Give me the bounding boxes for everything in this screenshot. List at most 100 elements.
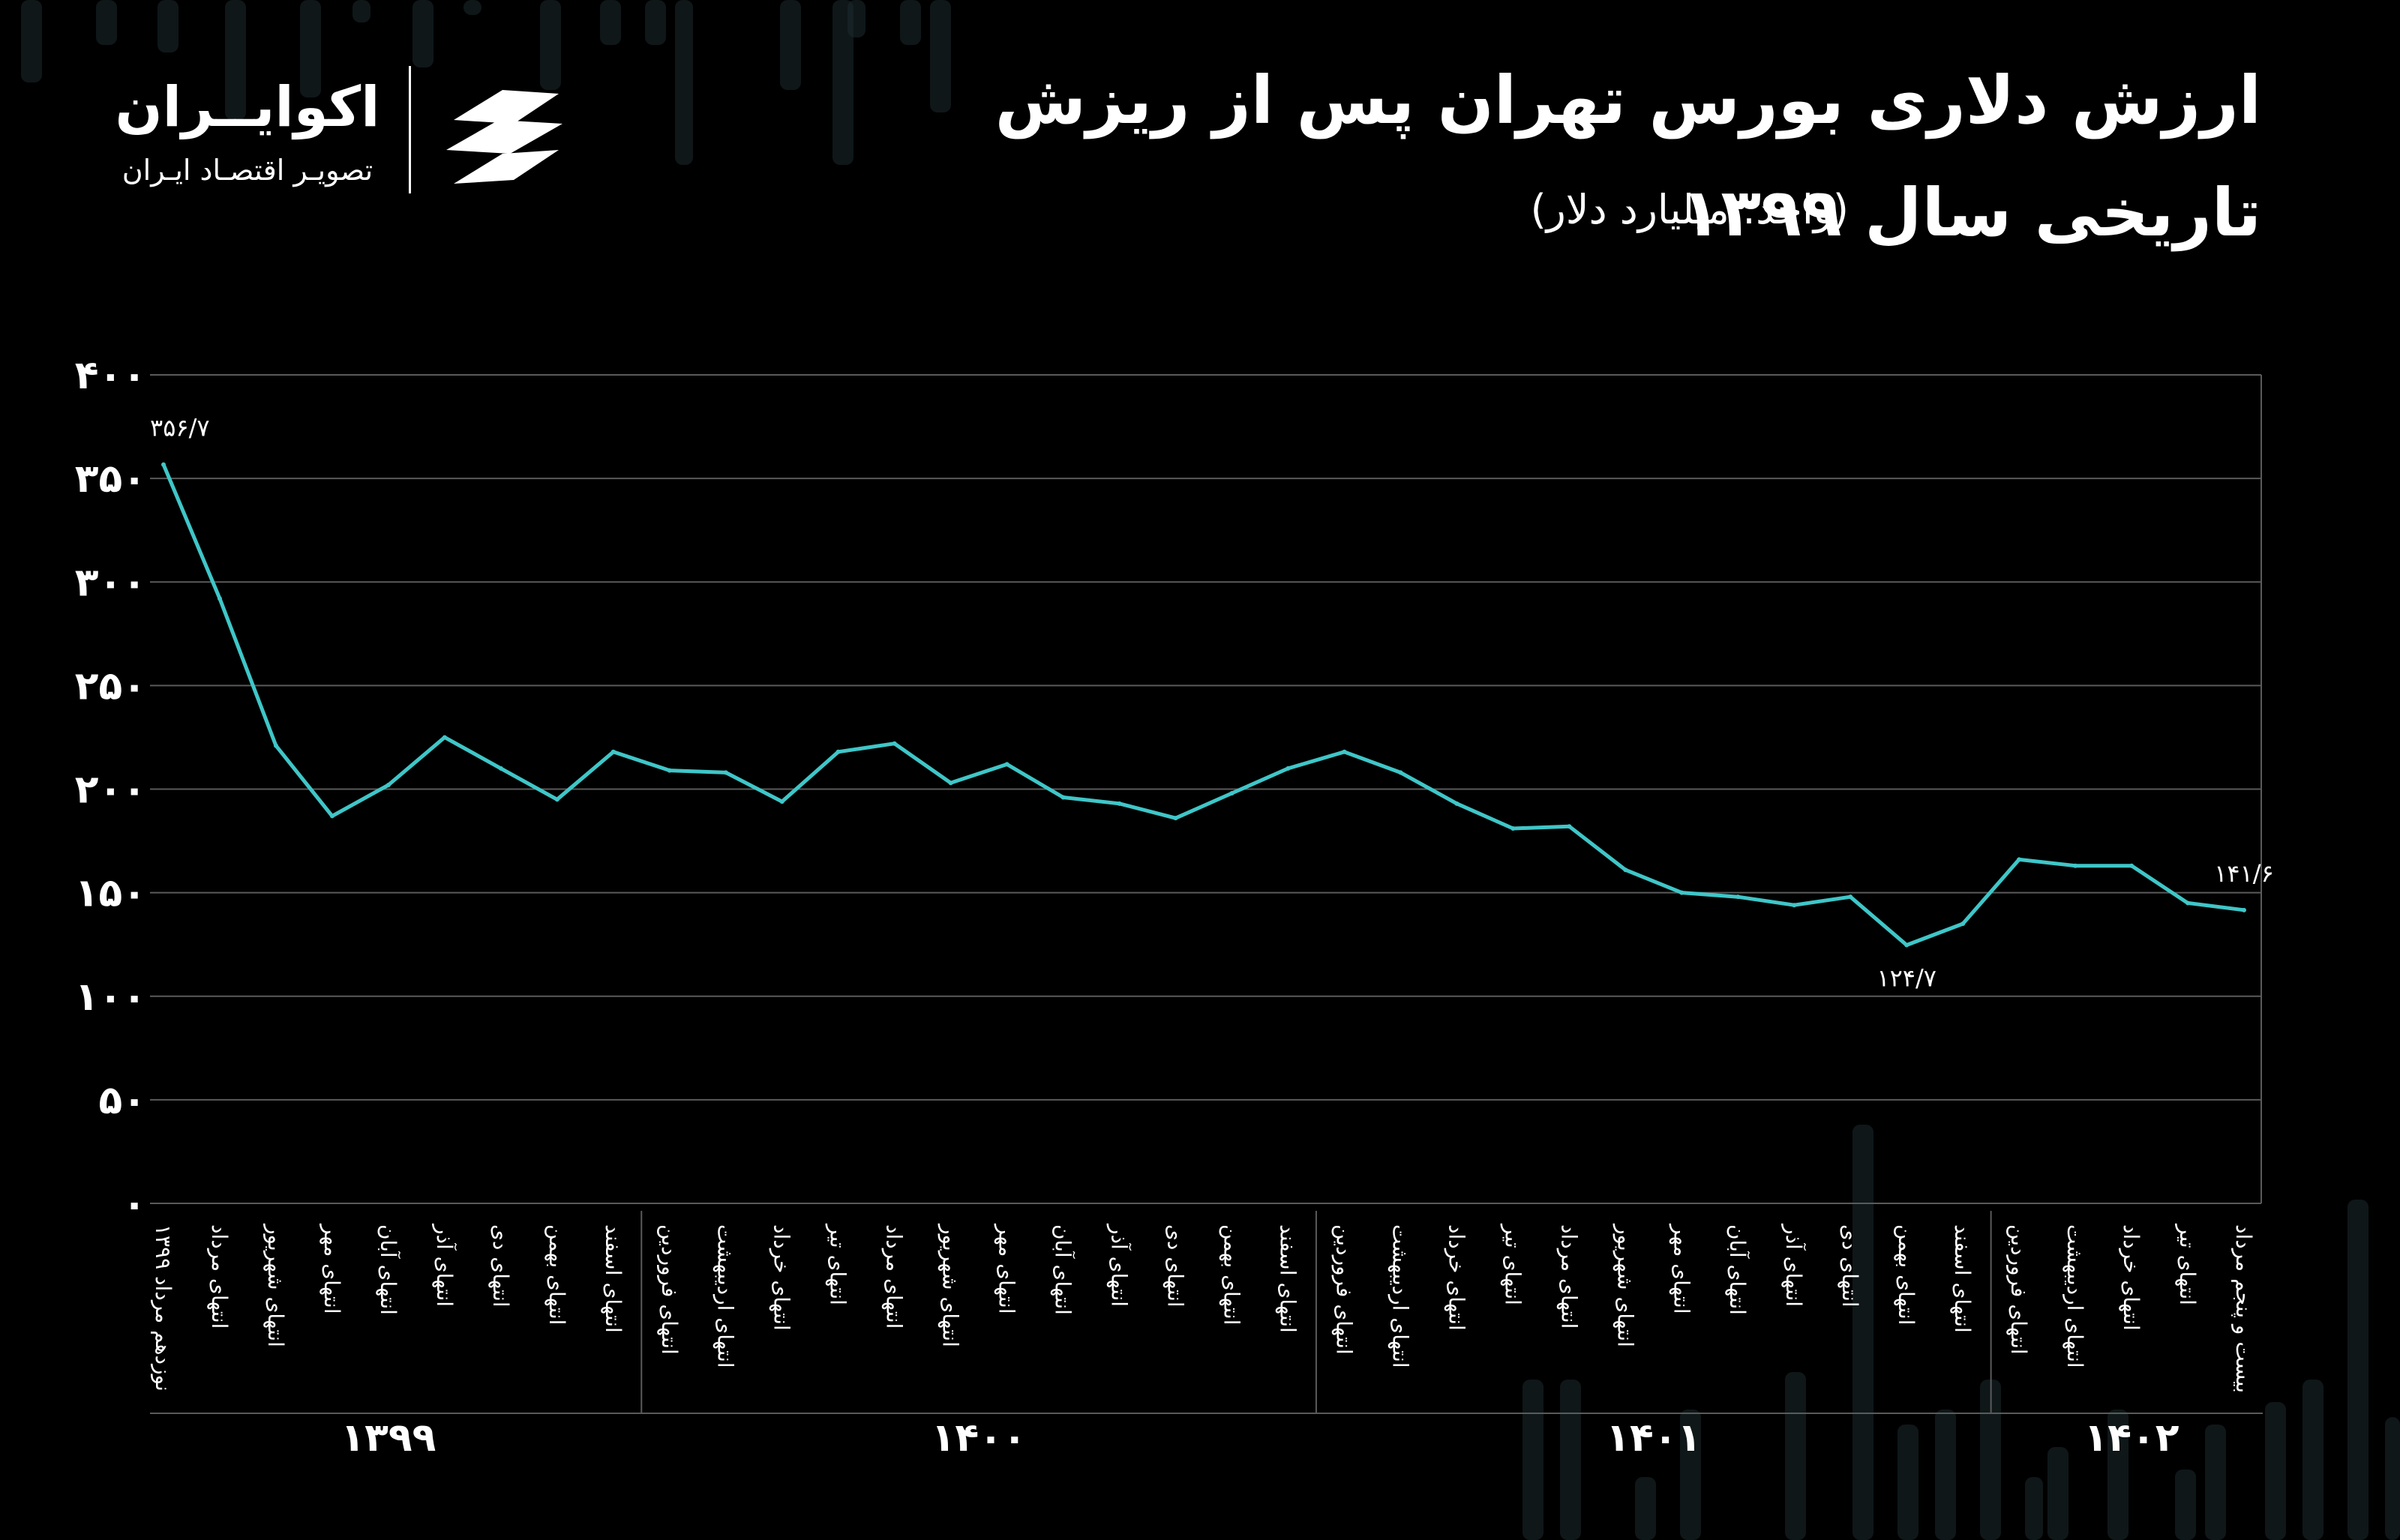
year-group-label: ۱۴۰۰	[932, 1416, 1027, 1461]
chart-unit-label: (واحد: میلیارد دلار)	[1530, 186, 1849, 233]
x-tick-label: انتهای بهمن	[1894, 1224, 1918, 1325]
data-point	[2017, 857, 2022, 862]
data-point	[554, 797, 560, 802]
x-tick-label: انتهای بهمن	[1219, 1224, 1244, 1325]
data-point	[1117, 801, 1122, 806]
x-tick-label: انتهای دی	[1163, 1224, 1188, 1308]
data-point	[2242, 907, 2246, 912]
x-tick-label: انتهای مرداد	[1556, 1224, 1581, 1329]
y-tick-label: ۳۰۰	[75, 560, 146, 605]
data-point	[1510, 825, 1516, 831]
data-point	[948, 780, 953, 786]
x-tick-label: انتهای اردیبهشت	[713, 1224, 738, 1368]
brand-name: اکوایــران	[115, 75, 380, 139]
x-tick-label: انتهای آذر	[1107, 1223, 1132, 1307]
data-point	[273, 743, 278, 748]
year-group-label: ۱۴۰۱	[1606, 1416, 1701, 1461]
x-tick-label: انتهای اردیبهشت	[1388, 1224, 1412, 1368]
data-point	[1173, 816, 1178, 821]
y-tick-label: ۰	[122, 1182, 146, 1227]
x-tick-label: انتهای دی	[488, 1224, 513, 1308]
data-point	[1567, 824, 1572, 829]
logo-divider	[409, 66, 411, 193]
x-tick-label: انتهای آبان	[376, 1224, 400, 1315]
x-tick-label: انتهای مهر	[320, 1223, 344, 1314]
y-tick-label: ۲۰۰	[75, 768, 146, 813]
chart-title-line2: تاریخی سال ۱۳۹۹	[1680, 174, 2261, 251]
y-tick-label: ۲۵۰	[75, 664, 146, 709]
x-tick-label: انتهای دی	[1838, 1224, 1862, 1308]
data-point	[1848, 894, 1853, 900]
x-tick-label: انتهای اسفند	[1275, 1224, 1300, 1333]
data-point	[1060, 795, 1066, 800]
x-tick-label: انتهای اسفند	[1950, 1224, 1975, 1333]
y-tick-label: ۱۰۰	[75, 975, 146, 1020]
data-point	[498, 766, 503, 771]
x-tick-label: انتهای آذر	[1781, 1223, 1806, 1307]
x-tick-label: نوزدهم مرداد ۱۳۹۹	[151, 1224, 176, 1392]
data-point	[1004, 762, 1010, 767]
data-point	[1342, 749, 1347, 754]
chart-title-line1: ارزش دلاری بورس تهران پس از ریزش	[994, 61, 2261, 139]
y-tick-label: ۵۰	[99, 1078, 146, 1123]
data-point	[329, 813, 334, 819]
x-tick-label: انتهای فروردین	[2006, 1224, 2031, 1355]
data-label: ۱۴۱/۶	[2214, 859, 2274, 888]
data-point	[1623, 867, 1628, 873]
x-tick-label: انتهای تیر	[1500, 1223, 1525, 1305]
data-point	[1904, 942, 1910, 948]
y-tick-label: ۱۵۰	[75, 871, 146, 916]
data-point	[610, 749, 616, 754]
x-tick-label: انتهای مهر	[1669, 1223, 1694, 1314]
x-tick-label: انتهای شهریور	[1612, 1223, 1637, 1347]
data-point	[2186, 900, 2191, 906]
series-line	[161, 463, 2245, 947]
x-tick-label: انتهای آبان	[1725, 1224, 1750, 1315]
x-tick-label: انتهای فروردین	[1331, 1224, 1356, 1355]
data-point	[2129, 863, 2134, 868]
data-point	[161, 462, 166, 467]
x-tick-label: انتهای خرداد	[2119, 1224, 2144, 1331]
data-point	[1229, 791, 1234, 796]
x-tick-label: انتهای اردیبهشت	[2062, 1224, 2087, 1368]
data-point	[1960, 921, 1966, 927]
data-point	[723, 770, 728, 775]
data-point	[892, 741, 897, 746]
x-tick-label: انتهای آذر	[432, 1223, 457, 1307]
data-point	[1736, 894, 1741, 900]
data-point	[667, 768, 672, 773]
x-tick-label: انتهای شهریور	[938, 1223, 963, 1347]
data-point	[442, 735, 447, 740]
x-tick-label: انتهای تیر	[2175, 1223, 2200, 1305]
x-tick-label: بیست و پنجم مرداد	[2231, 1224, 2256, 1393]
data-point	[836, 749, 841, 754]
brand-mark-icon	[446, 90, 562, 184]
brand-logo: اکوایــران تصویـر اقتصـاد ایـران	[90, 60, 585, 210]
x-tick-label: انتهای خرداد	[770, 1224, 794, 1331]
x-tick-label: انتهای تیر	[826, 1223, 850, 1305]
data-label: ۳۵۶/۷	[150, 414, 210, 442]
x-tick-label: انتهای مرداد	[207, 1224, 232, 1329]
data-point	[2073, 863, 2078, 868]
x-tick-label: انتهای فروردین	[657, 1224, 682, 1355]
data-point	[386, 782, 391, 787]
x-tick-label: انتهای بهمن	[544, 1224, 569, 1325]
year-group-label: ۱۳۹۹	[340, 1416, 436, 1461]
year-group-label: ۱۴۰۲	[2084, 1416, 2180, 1461]
x-tick-label: انتهای آبان	[1051, 1224, 1076, 1315]
data-point	[1679, 890, 1684, 895]
y-tick-label: ۳۵۰	[75, 457, 146, 502]
x-tick-label: انتهای خرداد	[1444, 1224, 1468, 1331]
data-point	[1398, 770, 1403, 775]
brand-tagline: تصویـر اقتصـاد ایـران	[122, 154, 374, 187]
data-label: ۱۲۴/۷	[1876, 964, 1936, 993]
data-point	[1286, 766, 1291, 771]
x-tick-label: انتهای مرداد	[882, 1224, 907, 1329]
data-point	[217, 596, 222, 601]
data-point	[1792, 903, 1797, 908]
x-tick-label: انتهای اسفند	[601, 1224, 626, 1333]
data-point	[1454, 801, 1460, 806]
y-tick-label: ۴۰۰	[75, 353, 146, 398]
